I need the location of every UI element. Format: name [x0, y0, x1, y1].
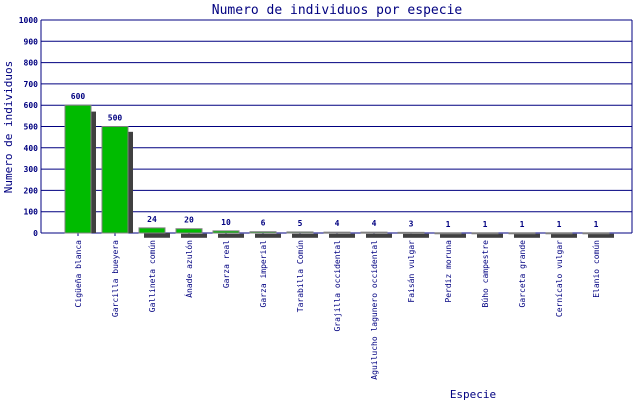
y-tick-label: 100: [24, 208, 39, 217]
bar-shadow: [551, 233, 577, 238]
data-label: 1: [520, 220, 525, 229]
bar-shadow: [329, 233, 355, 238]
bar: [286, 231, 314, 234]
x-tick-label: Grajilla occidental: [333, 240, 342, 332]
data-label: 4: [372, 219, 377, 228]
bar: [101, 126, 129, 234]
x-tick-label: Garceta grande: [518, 240, 527, 308]
data-label: 20: [184, 216, 194, 225]
x-tick-label: Tarabilla Común: [296, 240, 305, 312]
y-tick-label: 200: [24, 186, 39, 195]
bar: [397, 231, 425, 234]
bar-shadow: [403, 233, 429, 238]
bar: [434, 232, 462, 235]
x-tick-label: Elanio común: [592, 240, 601, 298]
bar-shadow: [366, 233, 392, 238]
bar: [323, 231, 351, 234]
y-tick-label: 500: [24, 123, 39, 132]
data-label: 600: [71, 92, 86, 101]
data-label: 5: [298, 219, 303, 228]
bar-shadow: [588, 233, 614, 238]
y-tick-label: 300: [24, 165, 39, 174]
x-axis-label: Especie: [450, 388, 496, 400]
x-tick-label: Garcilla bueyera: [111, 240, 120, 317]
y-tick-label: 0: [33, 229, 38, 238]
bar: [138, 227, 166, 234]
data-label: 1: [594, 220, 599, 229]
bar: [508, 232, 536, 235]
y-tick-label: 900: [24, 37, 39, 46]
data-label: 1: [446, 220, 451, 229]
bar-shadow: [255, 233, 281, 238]
data-label: 6: [261, 219, 266, 228]
bar: [175, 228, 203, 234]
bar-shadow: [477, 233, 503, 238]
data-label: 3: [409, 219, 414, 228]
y-tick-label: 700: [24, 80, 39, 89]
x-tick-label: Gallineta común: [148, 240, 157, 312]
bar-shadow: [440, 233, 466, 238]
bar: [212, 230, 240, 234]
bar: [360, 231, 388, 234]
bar: [582, 232, 610, 235]
x-tick-label: Cernícalo vulgar: [555, 240, 564, 317]
x-tick-label: Perdiz moruna: [444, 240, 453, 303]
chart-title: Numero de individuos por especie: [212, 3, 463, 18]
x-tick-label: Faisán vulgar: [407, 240, 416, 303]
data-label: 1: [557, 220, 562, 229]
bar: [64, 104, 92, 234]
x-tick-label: Ánade azulón: [183, 240, 194, 298]
x-tick-label: Aguilucho lagunero occidental: [370, 240, 379, 380]
x-tick-label: Cigüeña blanca: [74, 240, 83, 308]
y-tick-label: 800: [24, 59, 39, 68]
bar-shadow: [181, 233, 207, 238]
y-tick-label: 400: [24, 144, 39, 153]
x-tick-label: Búho campestre: [481, 240, 490, 308]
y-axis-label: Numero de individuos: [2, 61, 15, 193]
data-label: 24: [147, 215, 157, 224]
data-label: 500: [108, 114, 123, 123]
y-tick-label: 1000: [19, 16, 38, 25]
y-tick-label: 600: [24, 101, 39, 110]
bar-shadow: [144, 232, 170, 238]
bar-shadow: [218, 233, 244, 238]
x-tick-label: Garza real: [222, 240, 231, 288]
bar: [545, 232, 573, 235]
x-tick-label: Garza imperial: [259, 240, 268, 308]
bar: [471, 232, 499, 235]
data-label: 10: [221, 218, 231, 227]
bar-shadow: [514, 233, 540, 238]
data-label: 4: [335, 219, 340, 228]
data-label: 1: [483, 220, 488, 229]
bar-shadow: [292, 233, 318, 238]
bar: [249, 231, 277, 234]
